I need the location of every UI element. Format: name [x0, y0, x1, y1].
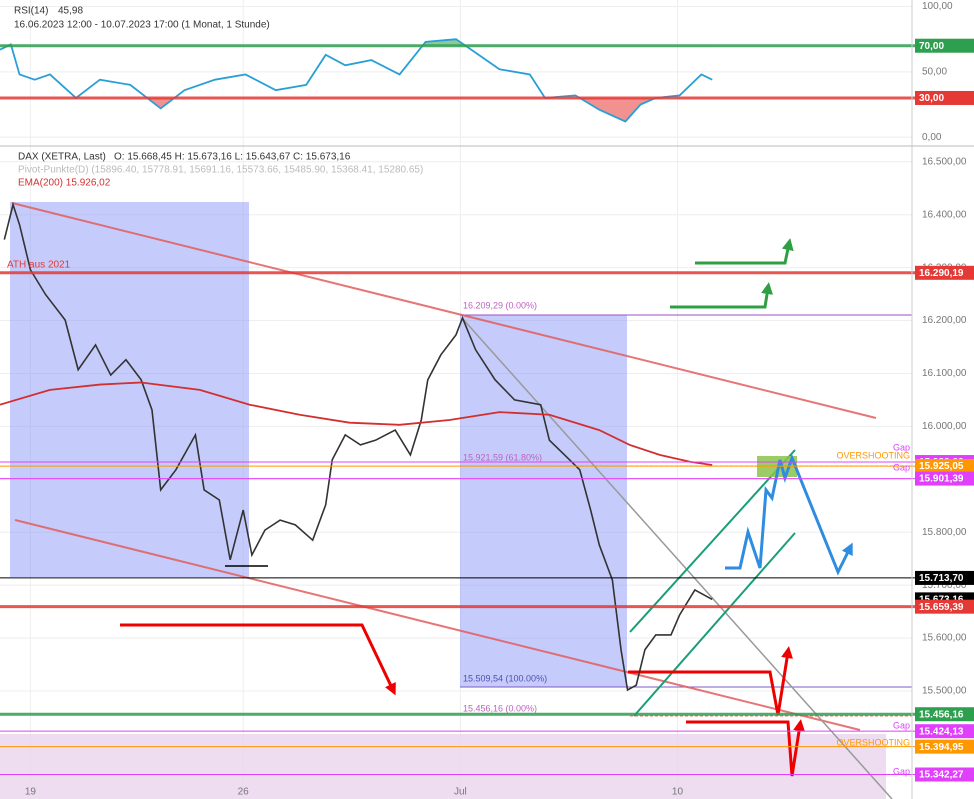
- arrow: [670, 282, 773, 309]
- y-tick-label: 15.500,00: [922, 686, 967, 697]
- level-label-box: [915, 739, 974, 754]
- annotation: OVERSHOOTING: [836, 450, 910, 460]
- channel-line: [14, 519, 861, 731]
- arrow: [628, 646, 793, 716]
- level-label-box: [915, 90, 974, 105]
- y-tick-label: 15.700,00: [922, 580, 967, 591]
- y-tick-label: 16.200,00: [922, 315, 967, 326]
- rsi-title: RSI(14): [14, 6, 48, 17]
- annotation: OVERSHOOTING: [836, 737, 910, 747]
- gap-zone: [0, 734, 886, 799]
- channel-line: [629, 449, 796, 633]
- level-label-box: [915, 767, 974, 782]
- level-label-box: [915, 570, 974, 585]
- y-tick-label: 15.600,00: [922, 633, 967, 644]
- level-label-box: [915, 724, 974, 739]
- rsi-value: 45,98: [58, 6, 83, 17]
- annotation: Gap: [893, 766, 910, 776]
- channel-line: [11, 202, 877, 419]
- level-label: 30,00: [919, 93, 944, 104]
- y-tick-label: 16.400,00: [922, 209, 967, 220]
- level-label-box: [915, 707, 974, 722]
- level-label: 16.290,19: [919, 268, 964, 279]
- y-tick-label: 16.000,00: [922, 421, 967, 432]
- level-label-box: [915, 599, 974, 614]
- series-name: DAX (XETRA, Last): [18, 152, 106, 163]
- x-tick-label: 19: [25, 787, 37, 798]
- annotation: 15.509,54 (100.00%): [463, 673, 547, 683]
- drawings: [0, 202, 912, 799]
- annotation: Gap: [893, 462, 910, 472]
- level-label: 15.394,95: [919, 742, 964, 753]
- rsi-fill: [0, 97, 713, 122]
- level-label: 70,00: [919, 41, 944, 52]
- level-label-box: [915, 459, 974, 474]
- annotation: Gap: [893, 720, 910, 730]
- x-tick-label: 26: [238, 787, 250, 798]
- level-label: 15.925,05: [919, 461, 964, 472]
- y-tick-label: 16.100,00: [922, 368, 967, 379]
- arrow: [695, 238, 794, 265]
- level-label: 15.342,27: [919, 770, 964, 781]
- level-label-box: [915, 38, 974, 53]
- annotation: Gap: [893, 442, 910, 452]
- annotation: 16.209,29 (0.00%): [463, 300, 537, 310]
- level-label: 15.713,70: [919, 573, 964, 584]
- series-group: [0, 38, 713, 123]
- x-tick-label: Jul: [454, 787, 467, 798]
- series-group: [0, 201, 713, 692]
- pivot-label: Pivot-Punkte(D) (15896.40, 15778.91, 156…: [18, 165, 423, 176]
- y-tick-label: 16.500,00: [922, 156, 967, 167]
- level-label-box: [915, 471, 974, 486]
- y-tick-label: 50,00: [922, 66, 947, 77]
- arrow: [686, 719, 805, 777]
- channel-line: [633, 532, 796, 717]
- level-label: 15.456,16: [919, 709, 964, 720]
- subtitle: 16.06.2023 12:00 - 10.07.2023 17:00 (1 M…: [14, 20, 270, 31]
- level-label: 15.659,39: [919, 602, 964, 613]
- annotation: 15.921,59 (61.80%): [463, 452, 542, 462]
- fib-zone: [10, 202, 249, 577]
- series-line: [0, 38, 713, 123]
- arrow: [725, 453, 853, 576]
- y-tick-label: 0,00: [922, 132, 942, 143]
- annotation: 15.456,16 (0.00%): [463, 703, 537, 713]
- trend-line: [461, 317, 893, 799]
- ohlc: O: 15.668,45 H: 15.673,16 L: 15.643,67 C…: [114, 152, 351, 163]
- fib-zone: [460, 315, 627, 687]
- level-label: 15.901,39: [919, 474, 964, 485]
- level-label: 15.424,13: [919, 726, 964, 737]
- level-label-box: [915, 265, 974, 280]
- grid: [0, 0, 912, 799]
- y-tick-label: 15.800,00: [922, 527, 967, 538]
- annotation: ATH aus 2021: [7, 260, 71, 271]
- y-tick-label: 100,00: [922, 1, 953, 12]
- x-tick-label: 10: [672, 787, 684, 798]
- legend-ema: EMA(200) 15.926,02: [18, 178, 111, 189]
- series-line: [0, 381, 713, 466]
- arrow: [120, 623, 396, 696]
- series-line: [3, 201, 713, 692]
